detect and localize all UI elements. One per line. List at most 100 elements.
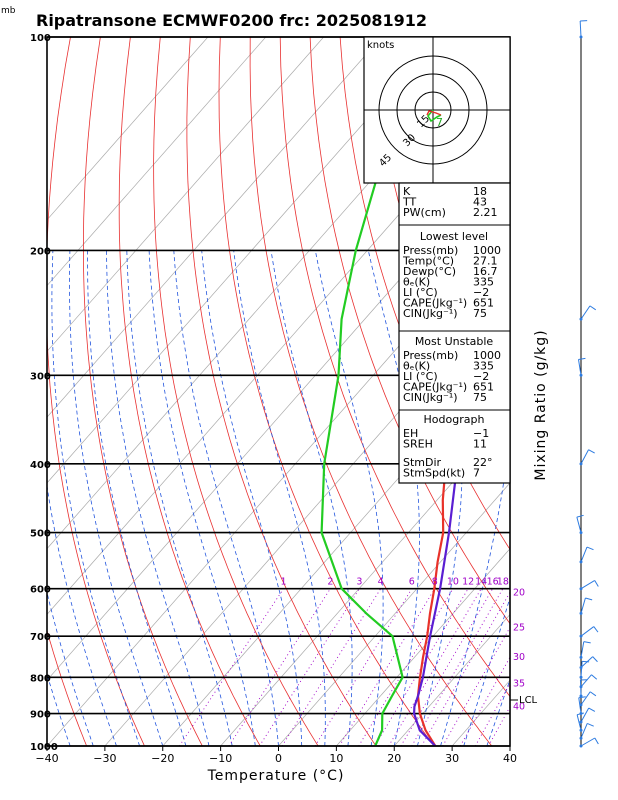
x-tick-label: 20 (387, 752, 401, 765)
isotherm-line (47, 37, 324, 352)
index-value: −2 (473, 286, 489, 299)
dry-adiabat-line (82, 37, 203, 746)
isotherm-line (47, 37, 440, 484)
moist-adiabat-line (87, 250, 187, 746)
moist-adiabats (47, 250, 510, 746)
mixing-ratio-line (358, 588, 454, 746)
dry-adiabats (47, 37, 618, 746)
mixing-ratio-label: 12 (462, 577, 474, 588)
pressure-tick-label: 100 (30, 33, 51, 44)
isotherms (47, 37, 510, 746)
mixing-ratio-label: 30 (513, 652, 525, 663)
index-value: 1000 (473, 349, 501, 362)
index-name: EH (403, 427, 418, 440)
index-name: SREH (403, 438, 433, 451)
pressure-tick-label: 900 (30, 710, 51, 721)
wind-barb-flag (576, 514, 584, 518)
index-name: TT (402, 196, 417, 209)
wind-barb-flag (588, 707, 596, 712)
pressure-tick-label: 600 (30, 585, 51, 596)
wind-barb-staff (580, 723, 588, 739)
pressure-tick-label: 200 (30, 246, 51, 257)
index-value: 75 (473, 391, 487, 404)
moist-adiabat-line (106, 250, 210, 746)
mixing-ratio-line (488, 705, 510, 746)
index-section-title: Most Unstable (415, 335, 494, 348)
x-tick-label: −10 (209, 752, 232, 765)
index-value: 335 (473, 360, 494, 373)
x-tick-label: −20 (151, 752, 174, 765)
index-box-frame (398, 182, 511, 484)
mixing-ratio-lines (178, 588, 510, 746)
wind-barb-staff (580, 449, 589, 465)
moist-adiabat-line (47, 590, 94, 746)
wind-barb-staff (580, 626, 595, 637)
chart-title: Ripatransone ECMWF0200 frc: 2025081912 (36, 11, 427, 30)
storm-motion-label: 7 (436, 116, 443, 129)
dry-adiabat-line (550, 37, 618, 746)
wind-barb-flag (585, 597, 593, 601)
x-tick-label: −40 (35, 752, 58, 765)
pressure-tick-label: 700 (30, 632, 51, 643)
moist-adiabat-line (314, 250, 384, 746)
mixing-ratio-line (281, 588, 382, 746)
wind-barb-flag (578, 357, 586, 360)
mixing-ratio-line (178, 588, 284, 746)
moist-adiabat-line (270, 250, 353, 746)
index-name: LI (°C) (403, 370, 438, 383)
wind-barb-flag (586, 546, 594, 551)
dry-adiabat-line (47, 629, 87, 746)
wind-barb-staff (580, 691, 591, 706)
mixing-ratio-label: 4 (378, 577, 384, 588)
wind-barb-staff (580, 597, 586, 614)
dry-adiabat-line (580, 37, 618, 746)
mixing-ratio-line (374, 588, 469, 746)
wind-barb-staff (579, 20, 582, 38)
pressure-tick-label: 1000 (30, 742, 58, 753)
mixing-ratio-label: 35 (513, 678, 525, 689)
dry-adiabat-line (118, 37, 261, 746)
wind-barb-flag (583, 641, 591, 644)
mixing-ratio-axis-label: Mixing Ratio (g/kg) (533, 329, 549, 480)
moist-adiabat-line (68, 250, 164, 746)
wind-barb-flag (594, 580, 599, 587)
index-value: 11 (473, 438, 487, 451)
moist-adiabat-line (173, 250, 279, 746)
wind-barb-flag (593, 626, 599, 633)
index-name: CIN(Jkg⁻¹) (403, 391, 458, 404)
mixing-ratio-label: 40 (513, 702, 525, 713)
wind-barb-staff (576, 714, 582, 731)
index-value: 2.21 (473, 206, 498, 219)
index-name: LI (°C) (403, 286, 438, 299)
index-name: PW(cm) (403, 206, 446, 219)
pressure-tick-label: 400 (30, 460, 51, 471)
index-value: 22° (473, 456, 493, 469)
hodograph: knots 15 30 45 7 (363, 36, 511, 184)
index-value: 651 (473, 297, 494, 310)
lcl-label: LCL (519, 695, 538, 706)
wind-barb-column (576, 20, 599, 748)
index-value: −2 (473, 370, 489, 383)
isotherm-line (47, 37, 382, 418)
wind-barb-staff (580, 661, 583, 678)
wind-barb-flag (589, 305, 597, 311)
wind-barbs (576, 20, 599, 748)
index-section-title: Lowest level (420, 230, 488, 243)
index-name: CAPE(Jkg⁻¹) (403, 381, 467, 394)
mixing-ratio-line (442, 626, 510, 746)
index-value: 18 (473, 185, 487, 198)
index-name: Press(mb) (403, 244, 458, 257)
wind-barb-flag (588, 449, 595, 454)
index-name: θₑ(K) (403, 276, 430, 289)
index-name: CIN(Jkg⁻¹) (403, 307, 458, 320)
mixing-ratio-label: 14 (475, 577, 487, 588)
isotherm-line (47, 37, 209, 221)
wind-barb-flag (589, 691, 597, 697)
wind-barb-flag (592, 656, 598, 663)
wind-barb-flag (591, 674, 598, 680)
index-name: StmSpd(kt) (403, 467, 465, 480)
hodograph-trace-upper (426, 110, 442, 116)
index-value: 16.7 (473, 265, 498, 278)
wind-barb-staff (580, 737, 596, 747)
